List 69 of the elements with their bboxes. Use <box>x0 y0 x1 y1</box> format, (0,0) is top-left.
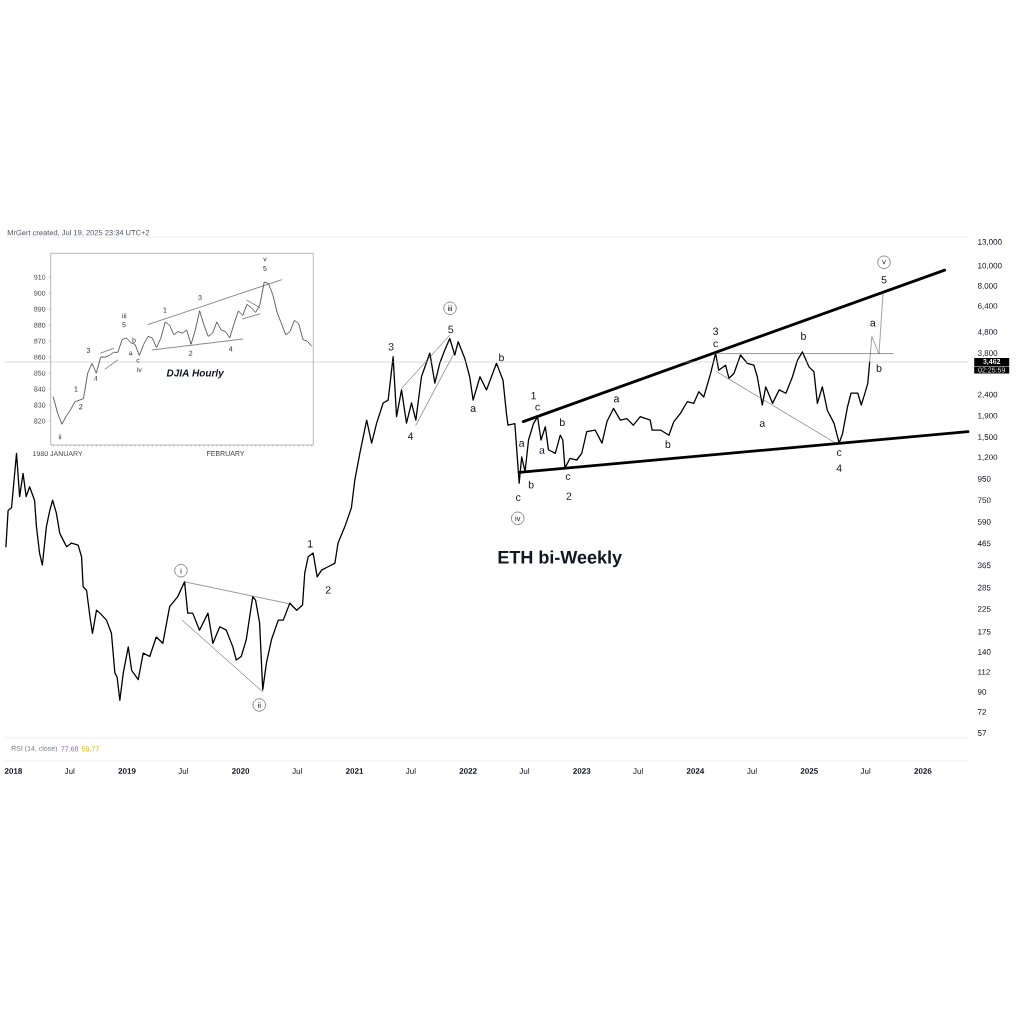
annotation: 3 <box>388 342 394 351</box>
annotation: a <box>470 406 477 412</box>
y-tick-label: 4,800 <box>977 329 998 336</box>
annotation: 4 <box>407 432 414 440</box>
y-tick-label: 10,000 <box>978 262 1002 270</box>
y-tick-label: 750 <box>977 497 991 504</box>
y-tick-label: 112 <box>978 669 990 675</box>
y-tick-label: 1,900 <box>978 412 998 420</box>
x-tick-label: Jul <box>405 768 416 774</box>
text: ETH bi-Weekly <box>498 550 622 568</box>
y-tick-label: 140 <box>978 649 991 655</box>
y-tick-label: 590 <box>977 519 991 525</box>
x-tick-label: 2019 <box>118 768 136 774</box>
y-tick-label: 13,000 <box>978 239 1002 246</box>
y-tick-label: 175 <box>978 628 991 635</box>
annotation: 2 <box>325 586 331 594</box>
x-tick-label: Jul <box>860 768 871 774</box>
y-tick-label: 225 <box>977 606 991 612</box>
annotation: c <box>535 404 540 411</box>
x-tick-label: 2026 <box>914 768 932 774</box>
y-tick-label: 57 <box>977 730 987 736</box>
y-tick-label: 90 <box>977 688 987 695</box>
x-tick-label: Jul <box>292 768 302 774</box>
annotation: c <box>713 341 718 348</box>
annotation: a <box>870 320 876 327</box>
annotation: b <box>528 480 534 489</box>
annotation: b <box>499 353 504 362</box>
annotation: 5 <box>881 276 887 284</box>
y-tick-label: 3,800 <box>977 350 998 357</box>
annotation: 5 <box>448 325 454 334</box>
annotation: a <box>539 448 545 454</box>
y-tick-label: 8,000 <box>977 282 998 290</box>
annotation: b <box>665 440 671 449</box>
annotation: c <box>836 450 842 457</box>
annotation: b <box>560 418 565 427</box>
annotation: 2 <box>566 492 572 500</box>
annotation: a <box>759 421 766 427</box>
annotation: b <box>801 332 806 340</box>
x-tick-label: 2024 <box>686 768 705 774</box>
annotation: a <box>614 396 620 403</box>
x-tick-label: 2021 <box>345 768 364 774</box>
x-tick-label: Jul <box>747 768 757 774</box>
x-tick-label: 2022 <box>459 768 477 774</box>
y-tick-label: 465 <box>977 540 991 547</box>
annotation: 4 <box>836 464 842 472</box>
x-tick-label: 2023 <box>573 768 591 774</box>
annotation: a <box>519 441 525 447</box>
x-tick-label: 2020 <box>232 768 250 774</box>
x-tick-label: Jul <box>178 768 188 774</box>
annotation: 1 <box>531 392 536 400</box>
y-tick-label: 1,500 <box>978 434 998 441</box>
annotation: 3 <box>713 327 719 336</box>
y-tick-label: 1,200 <box>978 454 998 462</box>
annotation: c <box>565 474 571 480</box>
annotation: 1 <box>308 540 313 548</box>
x-tick-label: Jul <box>633 768 643 774</box>
y-tick-label: 950 <box>977 476 991 482</box>
x-tick-label: 2025 <box>800 768 818 774</box>
x-tick-label: Jul <box>519 768 530 774</box>
text: DJIA Hourly <box>166 369 225 379</box>
x-tick-label: 2018 <box>4 768 23 774</box>
annotation: c <box>516 495 521 502</box>
y-tick-label: 285 <box>977 584 991 591</box>
annotation: b <box>876 364 882 372</box>
y-tick-label: 6,400 <box>977 303 998 310</box>
y-tick-label: 72 <box>977 709 987 715</box>
y-tick-label: 2,400 <box>977 391 998 399</box>
x-tick-label: Jul <box>64 768 75 774</box>
y-tick-label: 365 <box>977 562 991 569</box>
